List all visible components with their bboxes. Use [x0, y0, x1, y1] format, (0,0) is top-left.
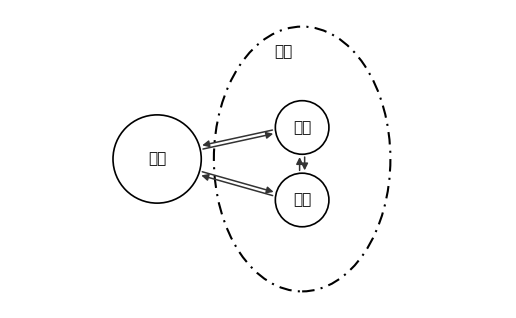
Text: 守时: 守时: [293, 192, 311, 207]
Text: 跟随: 跟随: [293, 120, 311, 135]
Text: 失步: 失步: [148, 151, 166, 167]
Text: 同步: 同步: [274, 44, 293, 59]
